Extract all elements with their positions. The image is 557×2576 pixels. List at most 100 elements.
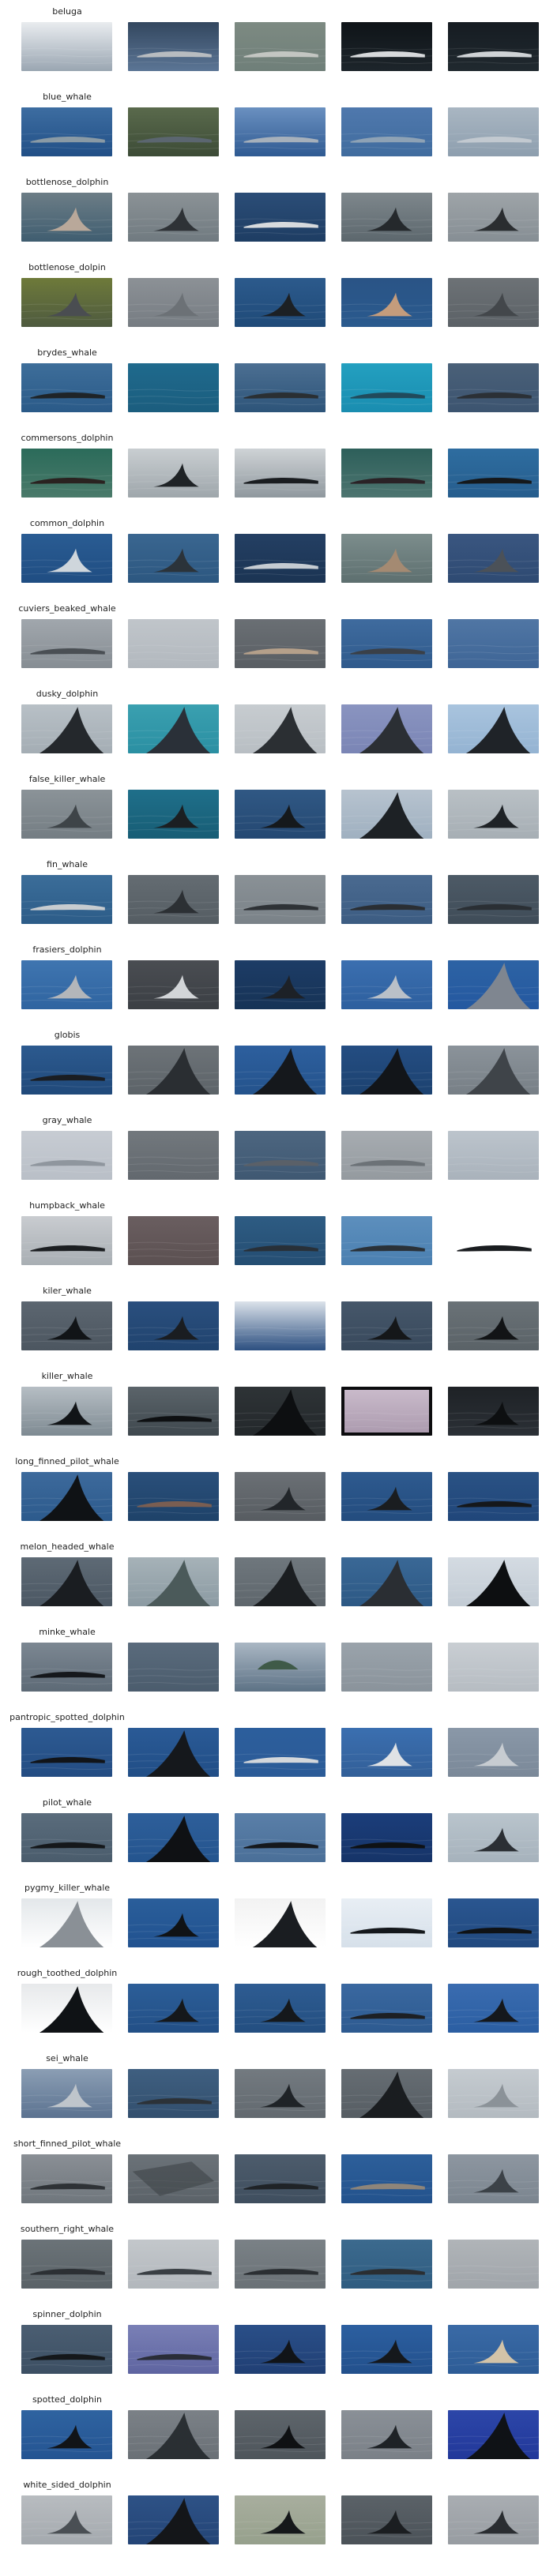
- fin-photo-thumbnail[interactable]: [448, 1984, 539, 2033]
- fin-photo-thumbnail[interactable]: [341, 2410, 432, 2459]
- fin-photo-thumbnail[interactable]: [448, 2410, 539, 2459]
- fin-photo-thumbnail[interactable]: [341, 1813, 432, 1862]
- fin-photo-thumbnail[interactable]: [448, 1046, 539, 1095]
- fin-photo-thumbnail[interactable]: [341, 1898, 432, 1947]
- fin-photo-thumbnail[interactable]: [235, 107, 326, 156]
- fin-photo-thumbnail[interactable]: [448, 875, 539, 924]
- fin-photo-thumbnail[interactable]: [235, 790, 326, 839]
- fin-photo-thumbnail[interactable]: [235, 1898, 326, 1947]
- fin-photo-thumbnail[interactable]: [448, 107, 539, 156]
- fin-photo-thumbnail[interactable]: [341, 1131, 432, 1180]
- fin-photo-thumbnail[interactable]: [128, 1472, 219, 1521]
- fin-photo-thumbnail[interactable]: [21, 2240, 112, 2289]
- fin-photo-thumbnail[interactable]: [128, 1046, 219, 1095]
- fin-photo-thumbnail[interactable]: [448, 449, 539, 498]
- fin-photo-thumbnail[interactable]: [128, 2069, 219, 2118]
- fin-photo-thumbnail[interactable]: [235, 1643, 326, 1692]
- fin-photo-thumbnail[interactable]: [448, 1813, 539, 1862]
- fin-photo-thumbnail[interactable]: [128, 534, 219, 583]
- fin-photo-thumbnail[interactable]: [128, 1728, 219, 1777]
- fin-photo-thumbnail[interactable]: [448, 1131, 539, 1180]
- fin-photo-thumbnail[interactable]: [21, 278, 112, 327]
- fin-photo-thumbnail[interactable]: [235, 2154, 326, 2203]
- fin-photo-thumbnail[interactable]: [448, 363, 539, 412]
- fin-photo-thumbnail[interactable]: [21, 1984, 112, 2033]
- fin-photo-thumbnail[interactable]: [21, 1387, 112, 1436]
- fin-photo-thumbnail[interactable]: [21, 1046, 112, 1095]
- fin-photo-thumbnail[interactable]: [21, 1898, 112, 1947]
- fin-photo-thumbnail[interactable]: [341, 534, 432, 583]
- fin-photo-thumbnail[interactable]: [448, 278, 539, 327]
- fin-photo-thumbnail[interactable]: [341, 1643, 432, 1692]
- fin-photo-thumbnail[interactable]: [235, 2240, 326, 2289]
- fin-photo-thumbnail[interactable]: [341, 704, 432, 753]
- fin-photo-thumbnail[interactable]: [235, 193, 326, 242]
- fin-photo-thumbnail[interactable]: [448, 2240, 539, 2289]
- fin-photo-thumbnail[interactable]: [128, 2410, 219, 2459]
- fin-photo-thumbnail[interactable]: [21, 960, 112, 1009]
- fin-photo-thumbnail[interactable]: [341, 1301, 432, 1350]
- fin-photo-thumbnail[interactable]: [128, 107, 219, 156]
- fin-photo-thumbnail[interactable]: [128, 619, 219, 668]
- fin-photo-thumbnail[interactable]: [235, 2325, 326, 2374]
- fin-photo-thumbnail[interactable]: [21, 363, 112, 412]
- fin-photo-thumbnail[interactable]: [235, 363, 326, 412]
- fin-photo-thumbnail[interactable]: [21, 1301, 112, 1350]
- fin-photo-thumbnail[interactable]: [448, 22, 539, 71]
- fin-photo-thumbnail[interactable]: [128, 2325, 219, 2374]
- fin-photo-thumbnail[interactable]: [341, 875, 432, 924]
- fin-photo-thumbnail[interactable]: [128, 1984, 219, 2033]
- fin-photo-thumbnail[interactable]: [21, 2410, 112, 2459]
- fin-photo-thumbnail[interactable]: [128, 1387, 219, 1436]
- fin-photo-thumbnail[interactable]: [128, 193, 219, 242]
- fin-photo-thumbnail[interactable]: [448, 790, 539, 839]
- fin-photo-thumbnail[interactable]: [21, 1728, 112, 1777]
- fin-photo-thumbnail[interactable]: [448, 1301, 539, 1350]
- fin-photo-thumbnail[interactable]: [21, 1472, 112, 1521]
- fin-photo-thumbnail[interactable]: [448, 193, 539, 242]
- fin-photo-thumbnail[interactable]: [235, 1557, 326, 1606]
- fin-photo-thumbnail[interactable]: [235, 619, 326, 668]
- fin-photo-thumbnail[interactable]: [448, 619, 539, 668]
- fin-photo-thumbnail[interactable]: [128, 1216, 219, 1265]
- fin-photo-thumbnail[interactable]: [21, 107, 112, 156]
- fin-photo-thumbnail[interactable]: [235, 534, 326, 583]
- fin-photo-thumbnail[interactable]: [341, 22, 432, 71]
- fin-photo-thumbnail[interactable]: [128, 1813, 219, 1862]
- fin-photo-thumbnail[interactable]: [341, 193, 432, 242]
- fin-photo-thumbnail[interactable]: [235, 1387, 326, 1436]
- fin-photo-thumbnail[interactable]: [128, 2495, 219, 2544]
- fin-photo-thumbnail[interactable]: [341, 2325, 432, 2374]
- fin-photo-thumbnail[interactable]: [448, 704, 539, 753]
- fin-photo-thumbnail[interactable]: [235, 1046, 326, 1095]
- fin-photo-thumbnail[interactable]: [448, 2325, 539, 2374]
- fin-photo-thumbnail[interactable]: [448, 2069, 539, 2118]
- fin-photo-thumbnail[interactable]: [448, 1898, 539, 1947]
- fin-photo-thumbnail[interactable]: [235, 1984, 326, 2033]
- fin-photo-thumbnail[interactable]: [341, 2069, 432, 2118]
- fin-photo-thumbnail[interactable]: [21, 1131, 112, 1180]
- fin-photo-thumbnail[interactable]: [341, 1046, 432, 1095]
- fin-photo-thumbnail[interactable]: [21, 704, 112, 753]
- fin-photo-thumbnail[interactable]: [448, 534, 539, 583]
- fin-photo-thumbnail[interactable]: [128, 790, 219, 839]
- fin-photo-thumbnail[interactable]: [448, 1728, 539, 1777]
- fin-photo-thumbnail[interactable]: [21, 875, 112, 924]
- fin-photo-thumbnail[interactable]: [128, 1643, 219, 1692]
- fin-photo-thumbnail[interactable]: [341, 1472, 432, 1521]
- fin-photo-thumbnail[interactable]: [341, 619, 432, 668]
- fin-photo-thumbnail[interactable]: [341, 449, 432, 498]
- fin-photo-thumbnail[interactable]: [235, 1131, 326, 1180]
- fin-photo-thumbnail[interactable]: [235, 1301, 326, 1350]
- fin-photo-thumbnail[interactable]: [21, 790, 112, 839]
- fin-photo-thumbnail[interactable]: [235, 1216, 326, 1265]
- fin-photo-thumbnail[interactable]: [21, 193, 112, 242]
- fin-photo-thumbnail[interactable]: [235, 1813, 326, 1862]
- fin-photo-thumbnail[interactable]: [21, 2495, 112, 2544]
- fin-photo-thumbnail[interactable]: [235, 1728, 326, 1777]
- fin-photo-thumbnail[interactable]: [128, 22, 219, 71]
- fin-photo-thumbnail[interactable]: [448, 1472, 539, 1521]
- fin-photo-thumbnail[interactable]: [128, 1557, 219, 1606]
- fin-photo-thumbnail[interactable]: [341, 790, 432, 839]
- fin-photo-thumbnail[interactable]: [21, 1813, 112, 1862]
